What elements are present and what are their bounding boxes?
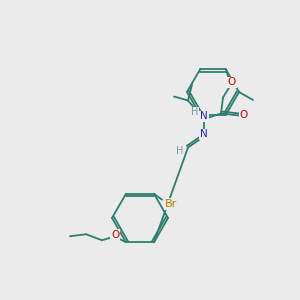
Text: H: H [191, 107, 199, 118]
Text: O: O [111, 230, 119, 240]
Text: N: N [200, 130, 208, 140]
Text: Br: Br [165, 199, 177, 209]
Text: N: N [200, 112, 208, 122]
Text: O: O [240, 110, 248, 121]
Text: H: H [176, 146, 184, 157]
Text: O: O [228, 77, 236, 88]
